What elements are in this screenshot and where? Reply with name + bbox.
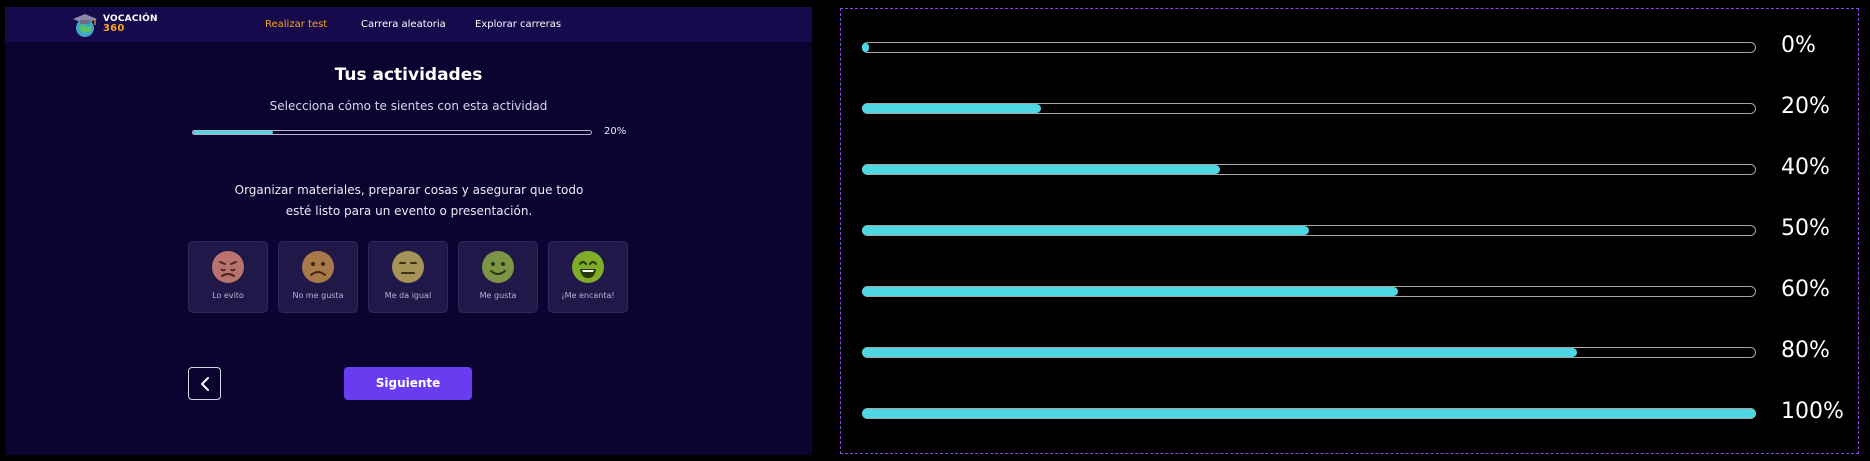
- page-title: Tus actividades: [334, 65, 483, 85]
- question-line2: esté listo para un evento o presentación…: [285, 204, 533, 218]
- option-label: No me gusta: [292, 291, 344, 300]
- option-label: Me da igual: [384, 291, 432, 300]
- next-button[interactable]: Siguiente: [344, 367, 472, 400]
- brand-name: VOCACIÓN 360: [103, 14, 158, 34]
- brand-line1: VOCACIÓN: [103, 14, 158, 24]
- progress-bar-state: [862, 347, 1756, 358]
- progress-fill: [862, 165, 1220, 174]
- progress-fill: [862, 104, 1041, 113]
- chevron-left-icon: [201, 377, 209, 391]
- progress-fill: [862, 43, 869, 52]
- progress-bar-state: [862, 42, 1756, 53]
- progress-fill: [862, 226, 1309, 235]
- progress-percent-label: 20%: [1781, 94, 1830, 119]
- progress-fill: [862, 287, 1399, 296]
- test-progress-bar: [192, 130, 592, 135]
- very-sad-face-icon: [212, 251, 244, 283]
- progress-percent-label: 0%: [1781, 33, 1816, 58]
- test-progress-fill: [193, 131, 273, 134]
- option-me-gusta[interactable]: Me gusta: [458, 241, 538, 313]
- neutral-face-icon: [392, 251, 424, 283]
- page-subtitle: Selecciona cómo te sientes con esta acti…: [269, 99, 548, 113]
- progress-percent-label: 80%: [1781, 338, 1830, 363]
- option-label: Lo evito: [212, 291, 244, 300]
- progress-bar-state: [862, 408, 1756, 419]
- top-navbar: VOCACIÓN 360 Realizar test Carrera aleat…: [5, 7, 812, 42]
- nav-carrera-aleatoria[interactable]: Carrera aleatoria: [361, 19, 446, 30]
- progress-bar-state: [862, 286, 1756, 297]
- option-label: Me gusta: [479, 291, 517, 300]
- option-no-me-gusta[interactable]: No me gusta: [278, 241, 358, 313]
- option-label: ¡Me encanta!: [561, 291, 615, 300]
- progress-percent-label: 40%: [1781, 155, 1830, 180]
- graduation-globe-logo-icon: [73, 14, 97, 37]
- option-lo-evito[interactable]: Lo evito: [188, 241, 268, 313]
- progress-states-showcase: 0% 20% 40% 50% 60% 80% 100%: [840, 8, 1859, 454]
- progress-percent-label: 50%: [1781, 216, 1830, 241]
- app-window: VOCACIÓN 360 Realizar test Carrera aleat…: [5, 7, 812, 455]
- progress-bar-state: [862, 225, 1756, 236]
- progress-track: [862, 42, 1756, 53]
- question-line1: Organizar materiales, preparar cosas y a…: [234, 183, 584, 197]
- sad-face-icon: [302, 251, 334, 283]
- progress-fill: [862, 409, 1756, 418]
- progress-bar-state: [862, 164, 1756, 175]
- progress-percent-label: 100%: [1781, 399, 1844, 424]
- progress-fill: [862, 348, 1578, 357]
- progress-percent-label: 60%: [1781, 277, 1830, 302]
- option-me-da-igual[interactable]: Me da igual: [368, 241, 448, 313]
- progress-bar-state: [862, 103, 1756, 114]
- back-button[interactable]: [188, 367, 221, 400]
- nav-explorar-carreras[interactable]: Explorar carreras: [475, 19, 562, 30]
- big-smile-face-icon: [572, 251, 604, 283]
- test-progress-percent: 20%: [604, 126, 627, 137]
- option-me-encanta[interactable]: ¡Me encanta!: [548, 241, 628, 313]
- activity-question: Organizar materiales, preparar cosas y a…: [205, 180, 613, 222]
- nav-realizar-test[interactable]: Realizar test: [265, 19, 328, 30]
- smile-face-icon: [482, 251, 514, 283]
- brand-line2: 360: [103, 23, 125, 34]
